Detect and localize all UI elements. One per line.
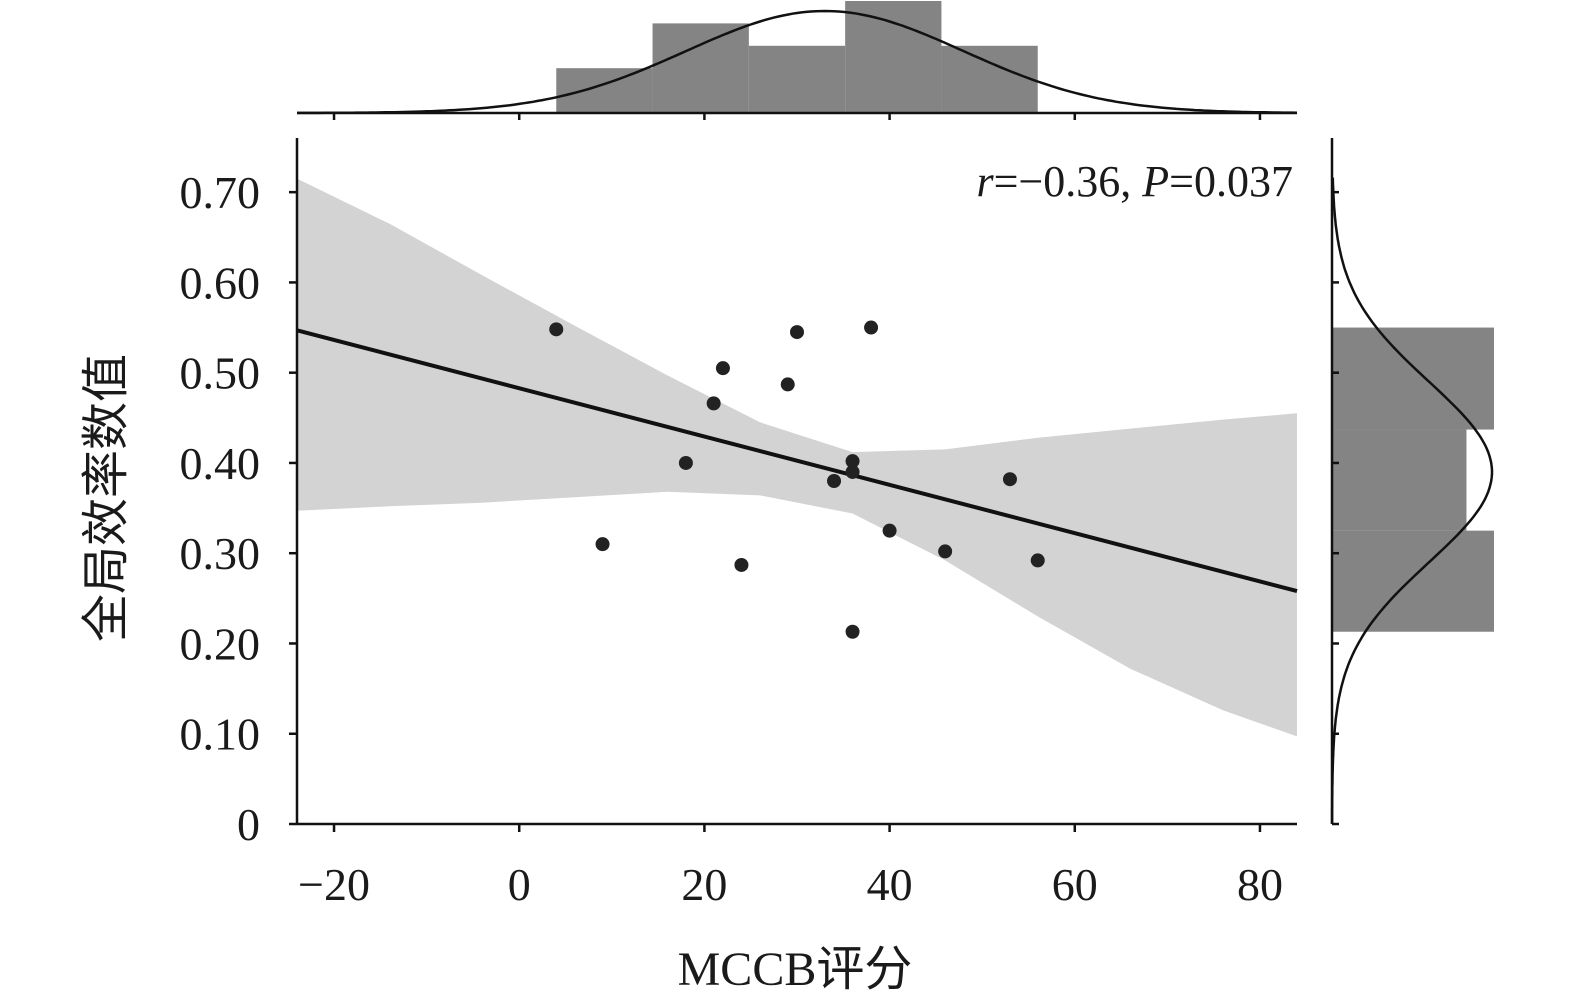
data-point-12	[845, 624, 860, 639]
x-marginal-ticks	[332, 113, 1262, 120]
x-marginal-distribution	[297, 1, 1298, 120]
y-tick-label: 0.60	[180, 257, 261, 308]
y-tick-label: 0.30	[180, 528, 261, 579]
confidence-band	[297, 178, 1297, 737]
data-point-15	[938, 544, 953, 559]
y-marginal-bar	[1332, 530, 1494, 632]
x-marginal-bar	[845, 1, 942, 113]
y-tick-label: 0.40	[180, 438, 261, 489]
y-tick-label: 0.20	[180, 618, 261, 669]
data-point-5	[715, 361, 730, 376]
x-marginal-histogram	[556, 1, 1038, 113]
y-marginal-bar	[1332, 327, 1494, 430]
x-tick-label: 20	[681, 859, 727, 910]
x-marginal-kde-curve	[297, 9, 1298, 115]
data-point-6	[734, 557, 749, 572]
y-axis-title: 全局效率数值	[80, 354, 133, 642]
data-point-11	[845, 464, 860, 479]
x-axis-title: MCCB评分	[678, 943, 913, 996]
x-tick-label: 80	[1237, 859, 1283, 910]
regression-line	[296, 328, 1298, 594]
x-marginal-bar	[556, 68, 653, 113]
data-points	[549, 320, 1045, 639]
y-marginal-ticks	[1332, 190, 1339, 826]
scatter-panel: −20 0 20 40 60 80 0 0.10 0.20 0.30 0.40 0.50 0.60 0.…	[180, 138, 1298, 910]
y-axis-ticks: 0 0.10 0.20 0.30 0.40 0.50 0.60 0.70	[180, 167, 297, 850]
data-point-16	[1002, 472, 1017, 487]
y-marginal-histogram	[1332, 327, 1494, 632]
data-point-7	[780, 377, 795, 392]
x-marginal-bar	[652, 23, 749, 113]
data-point-3	[678, 455, 693, 470]
data-point-9	[827, 474, 842, 488]
data-point-17	[1030, 553, 1045, 568]
data-point-4	[706, 396, 721, 411]
r-value: =−0.36,	[994, 157, 1143, 206]
y-tick-label: 0	[237, 799, 260, 850]
data-point-14	[882, 523, 897, 538]
y-marginal-distribution	[1330, 138, 1494, 826]
p-value: =0.037	[1169, 157, 1293, 206]
r-symbol: r	[977, 157, 995, 206]
data-point-2	[595, 537, 610, 552]
x-marginal-bar	[748, 45, 846, 113]
correlation-annotation: r=−0.36, P=0.037	[977, 157, 1293, 206]
y-tick-label: 0.70	[180, 167, 261, 218]
y-tick-label: 0.10	[180, 709, 261, 760]
y-marginal-kde-curve	[1330, 177, 1494, 824]
x-tick-label: 0	[508, 859, 531, 910]
data-point-1	[549, 322, 564, 337]
x-axis-ticks: −20 0 20 40 60 80	[298, 824, 1283, 910]
y-marginal-bar	[1332, 429, 1467, 531]
data-point-8	[790, 325, 804, 340]
y-tick-label: 0.50	[180, 348, 261, 399]
x-tick-label: 40	[867, 859, 913, 910]
data-point-10	[845, 454, 860, 469]
data-point-13	[864, 320, 879, 335]
x-tick-label: 60	[1052, 859, 1098, 910]
x-marginal-bar	[941, 45, 1038, 113]
p-symbol: P	[1141, 157, 1169, 206]
x-tick-label: −20	[298, 859, 370, 910]
